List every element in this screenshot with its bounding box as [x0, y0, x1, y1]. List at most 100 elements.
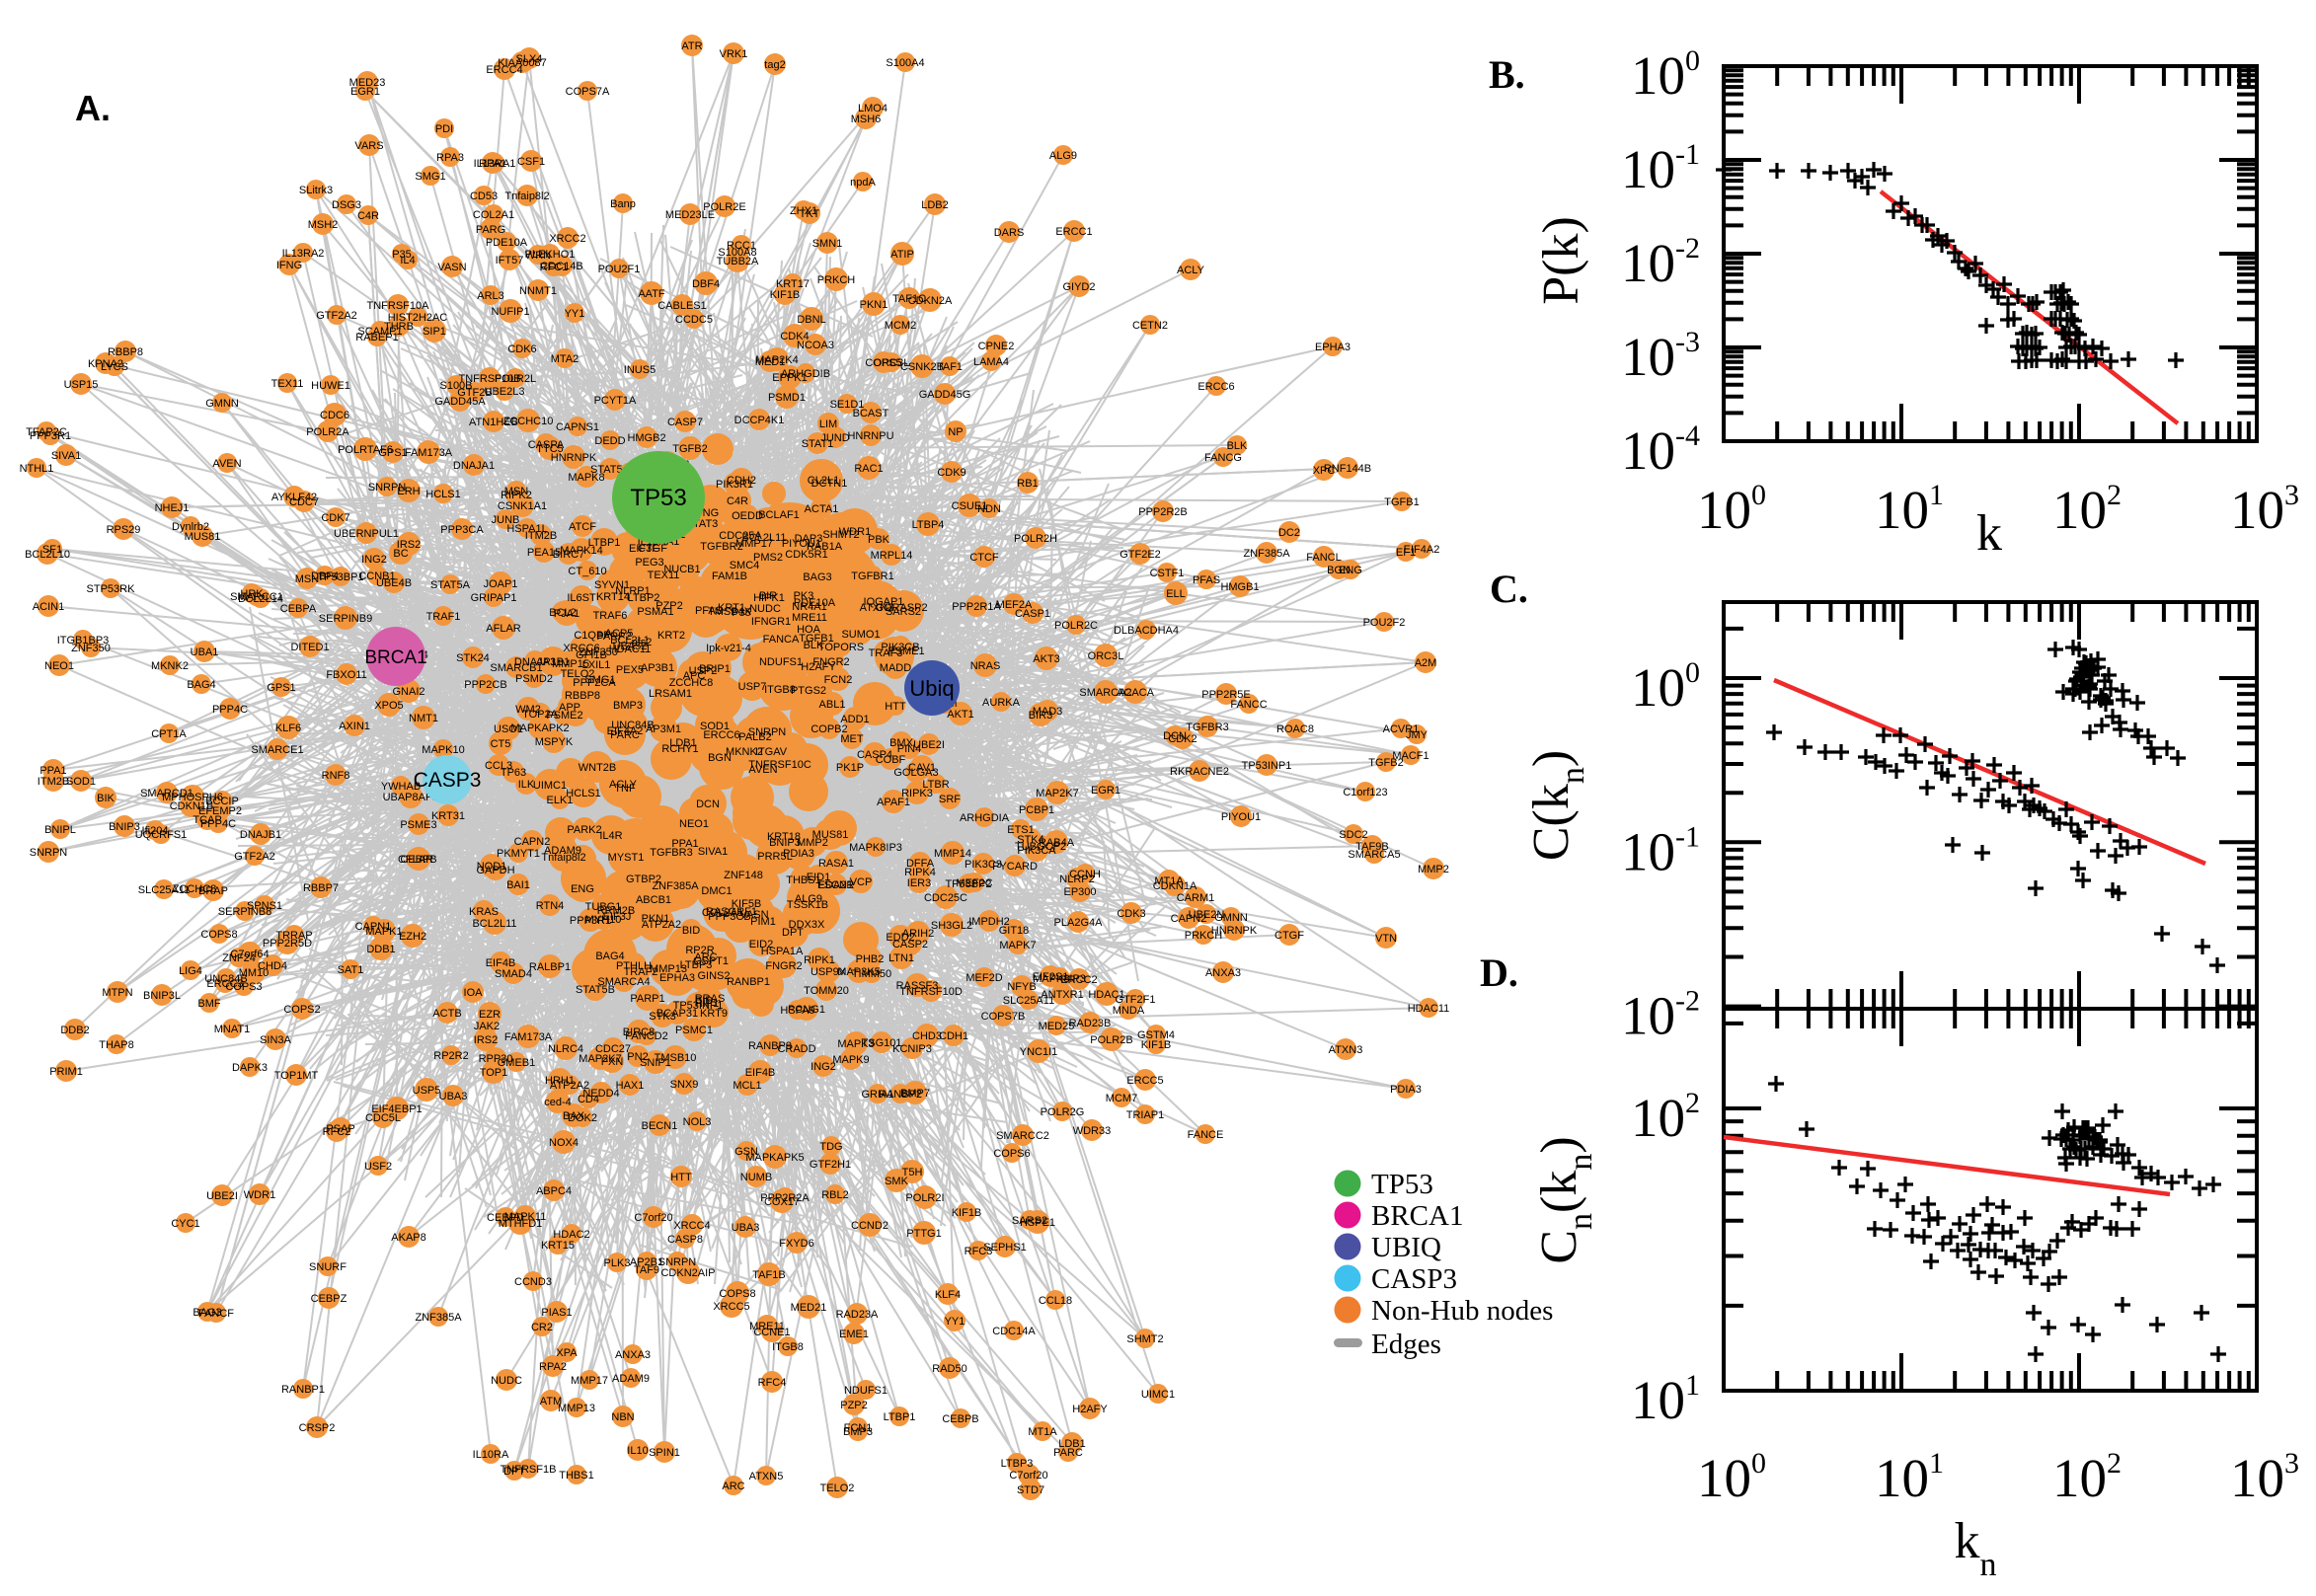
svg-text:COX17: COX17 — [764, 1196, 800, 1208]
svg-text:WDR1: WDR1 — [244, 1189, 275, 1201]
svg-text:BECN1: BECN1 — [642, 1120, 678, 1132]
svg-text:RCC1: RCC1 — [727, 240, 756, 252]
svg-text:C1QBP: C1QBP — [574, 630, 610, 642]
svg-text:POLR2B: POLR2B — [1090, 1034, 1132, 1046]
svg-text:ING2: ING2 — [811, 1061, 836, 1073]
svg-text:ced-4: ced-4 — [544, 1097, 572, 1108]
svg-text:ATXN3: ATXN3 — [1329, 1044, 1363, 1056]
svg-text:PIYOU1: PIYOU1 — [1221, 811, 1261, 823]
svg-text:ENG: ENG — [1339, 565, 1362, 576]
svg-text:PPP2R2B: PPP2R2B — [1138, 506, 1188, 518]
svg-text:Non-Hub nodes: Non-Hub nodes — [1371, 1295, 1553, 1327]
svg-text:PEG3: PEG3 — [635, 557, 663, 569]
svg-text:CD4: CD4 — [578, 1094, 599, 1105]
svg-text:NP: NP — [948, 426, 963, 438]
svg-text:UQCRFS1: UQCRFS1 — [135, 829, 188, 841]
svg-text:BCLAF1: BCLAF1 — [758, 509, 800, 521]
svg-text:SNRPN: SNRPN — [30, 847, 68, 859]
svg-text:SOD1: SOD1 — [66, 776, 96, 788]
svg-text:AKT3: AKT3 — [1033, 653, 1060, 665]
svg-text:PLK3: PLK3 — [604, 1257, 631, 1269]
svg-text:ATIP: ATIP — [890, 249, 914, 261]
svg-text:CCNB1: CCNB1 — [358, 570, 395, 582]
svg-text:NEO1: NEO1 — [44, 660, 74, 672]
svg-text:MEF2D: MEF2D — [965, 972, 1002, 984]
svg-text:COPS2: COPS2 — [283, 1004, 320, 1016]
svg-text:PIAS1: PIAS1 — [541, 1307, 572, 1319]
svg-text:STD7: STD7 — [1017, 1484, 1044, 1496]
svg-text:CSNK1A1: CSNK1A1 — [498, 500, 547, 512]
svg-text:PPP4C: PPP4C — [212, 704, 248, 716]
svg-text:LTBP1: LTBP1 — [884, 1411, 916, 1423]
svg-text:BIR: BIR — [759, 590, 777, 602]
svg-text:EIF4A2: EIF4A2 — [1404, 544, 1440, 556]
svg-text:PARC: PARC — [1053, 1447, 1083, 1459]
svg-text:VCP: VCP — [850, 876, 873, 888]
svg-text:INUS5: INUS5 — [624, 364, 656, 376]
svg-text:IL4: IL4 — [400, 255, 415, 266]
svg-text:ROAC8: ROAC8 — [1276, 723, 1314, 735]
svg-text:FBXO11: FBXO11 — [326, 669, 366, 681]
svg-text:TNF: TNF — [614, 783, 636, 795]
svg-text:ACTB: ACTB — [432, 1008, 461, 1020]
svg-text:Ipk-v21-4: Ipk-v21-4 — [706, 643, 751, 654]
svg-text:AATF: AATF — [638, 288, 665, 300]
svg-text:ZNF385A: ZNF385A — [1243, 548, 1290, 560]
svg-text:CASP7: CASP7 — [667, 417, 703, 428]
svg-text:ARHGDIA: ARHGDIA — [960, 812, 1010, 824]
svg-text:BRAP: BRAP — [198, 885, 228, 897]
svg-text:MAPK10: MAPK10 — [422, 744, 464, 756]
svg-text:ANXA3: ANXA3 — [615, 1349, 651, 1361]
svg-text:CDK7: CDK7 — [321, 512, 349, 524]
svg-text:ARIH2: ARIH2 — [902, 928, 934, 940]
svg-text:DBF4: DBF4 — [692, 278, 720, 290]
svg-text:RANBP1: RANBP1 — [727, 976, 770, 988]
svg-text:ERCC1: ERCC1 — [1055, 226, 1092, 238]
svg-text:BAG3: BAG3 — [193, 1307, 221, 1319]
svg-text:A.: A. — [75, 88, 111, 128]
svg-text:MSH2: MSH2 — [308, 219, 339, 231]
svg-text:UBE2I: UBE2I — [206, 1190, 238, 1202]
svg-text:PARK2: PARK2 — [567, 824, 601, 836]
svg-text:CPNE2: CPNE2 — [978, 341, 1015, 352]
svg-text:POLR2A: POLR2A — [306, 426, 349, 438]
svg-text:MAPK7: MAPK7 — [999, 940, 1036, 951]
svg-text:Banp: Banp — [610, 198, 636, 210]
svg-text:PRIM1: PRIM1 — [49, 1066, 83, 1078]
svg-text:CEBPZ: CEBPZ — [311, 1293, 347, 1305]
svg-text:D.: D. — [1480, 950, 1518, 995]
svg-text:COPS7A: COPS7A — [566, 86, 610, 98]
svg-text:DCN: DCN — [1163, 730, 1187, 742]
svg-text:XRCC2: XRCC2 — [549, 233, 585, 245]
svg-text:EIF3F: EIF3F — [629, 543, 658, 555]
svg-text:MAD3: MAD3 — [1033, 706, 1063, 718]
svg-text:SAT1: SAT1 — [338, 964, 364, 976]
svg-text:CASPA: CASPA — [528, 439, 565, 451]
svg-text:HSPA1A: HSPA1A — [761, 946, 804, 957]
svg-text:SLC25A11: SLC25A11 — [1003, 995, 1054, 1007]
svg-text:CSTF1: CSTF1 — [1150, 568, 1185, 579]
svg-text:PCBP1: PCBP1 — [1019, 804, 1054, 816]
svg-text:POU2F2: POU2F2 — [1363, 617, 1406, 629]
svg-text:RKRACNE2: RKRACNE2 — [1170, 766, 1229, 778]
svg-text:PARG: PARG — [476, 224, 505, 236]
svg-text:JAK2: JAK2 — [474, 1021, 500, 1032]
svg-text:TAF9B: TAF9B — [1355, 841, 1388, 853]
svg-text:C7orf64: C7orf64 — [230, 949, 269, 960]
svg-text:NCOA3: NCOA3 — [797, 340, 834, 351]
svg-text:HNRNPK: HNRNPK — [1211, 925, 1258, 937]
svg-text:MCM2: MCM2 — [885, 320, 916, 332]
svg-text:KLF4: KLF4 — [935, 1289, 961, 1301]
svg-text:KIF1B: KIF1B — [770, 289, 801, 301]
svg-text:MAPK8IP3: MAPK8IP3 — [849, 842, 902, 854]
svg-text:GTF2H1: GTF2H1 — [810, 1159, 851, 1171]
svg-text:CASP8: CASP8 — [667, 1234, 703, 1246]
svg-text:SIVA1: SIVA1 — [698, 846, 728, 858]
svg-text:HNRNPK: HNRNPK — [551, 452, 597, 464]
svg-text:RPA3: RPA3 — [436, 152, 464, 164]
svg-text:HUWE1: HUWE1 — [311, 380, 350, 392]
svg-text:CABLES1: CABLES1 — [657, 300, 707, 312]
svg-text:PEA15: PEA15 — [527, 547, 561, 559]
svg-text:THAP8: THAP8 — [99, 1039, 133, 1051]
svg-text:PTTG1: PTTG1 — [906, 1228, 941, 1240]
